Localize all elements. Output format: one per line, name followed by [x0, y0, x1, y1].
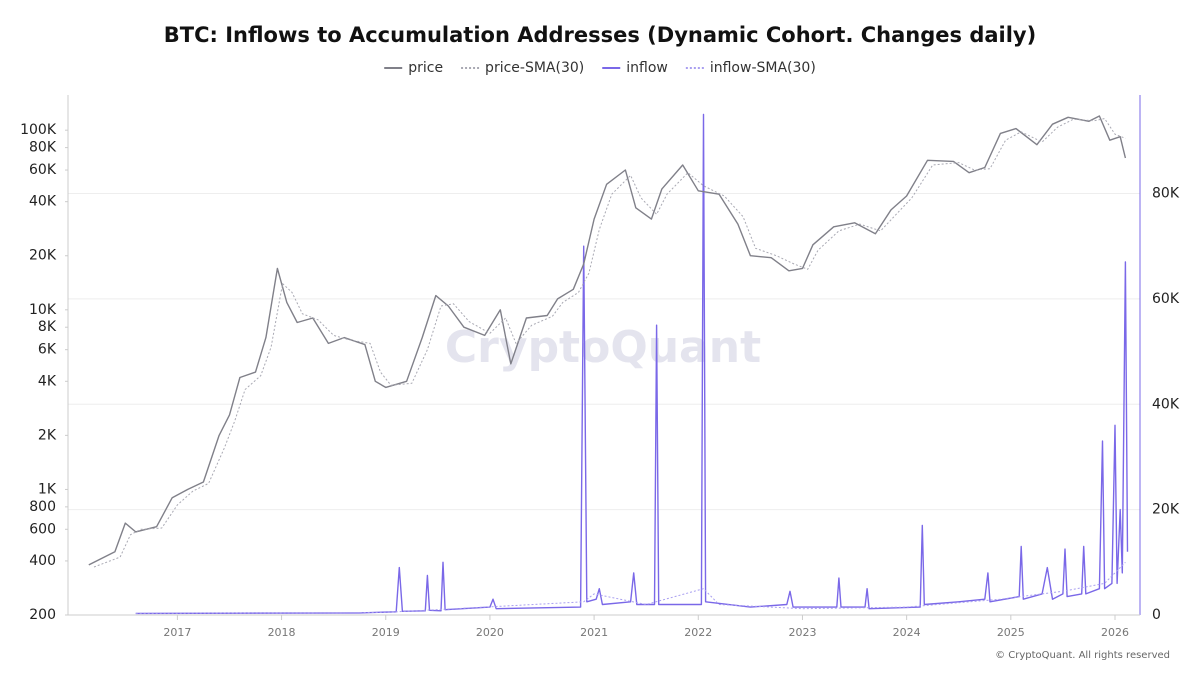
y-tick-label: 6K: [38, 342, 57, 358]
legend-item: price-SMA(30): [461, 60, 584, 76]
y-tick-label: 2K: [38, 427, 57, 443]
y-tick-label: 20K: [29, 248, 57, 264]
y-tick-label: 10K: [29, 302, 57, 318]
x-tick-label: 2026: [1101, 626, 1129, 639]
legend-label: price-SMA(30): [485, 60, 584, 76]
chart-title: BTC: Inflows to Accumulation Addresses (…: [164, 23, 1036, 47]
y-tick-label: 800: [29, 499, 56, 515]
x-tick-label: 2019: [372, 626, 400, 639]
footer: © CryptoQuant. All rights reserved: [995, 650, 1170, 661]
y2-tick-label: 40K: [1152, 396, 1180, 412]
y-tick-label: 8K: [38, 319, 57, 335]
legend-label: inflow-SMA(30): [710, 60, 816, 76]
legend-item: inflow: [602, 60, 668, 76]
series-line: [93, 118, 1126, 568]
watermark: CryptoQuant: [445, 322, 761, 373]
x-tick-label: 2020: [476, 626, 504, 639]
y-tick-label: 4K: [38, 373, 57, 389]
y-tick-label: 60K: [29, 162, 57, 178]
y2-tick-label: 80K: [1152, 186, 1180, 202]
series-line: [135, 113, 1129, 615]
y-tick-label: 40K: [29, 194, 57, 210]
y-tick-label: 400: [29, 553, 56, 569]
legend-item: price: [384, 60, 443, 76]
series-line: [135, 561, 1126, 614]
x-tick-label: 2025: [997, 626, 1025, 639]
legend-label: inflow: [626, 60, 668, 76]
x-tick-label: 2021: [580, 626, 608, 639]
y2-tick-label: 20K: [1152, 502, 1180, 518]
legend: price price-SMA(30) inflow inflow-SMA(30): [384, 60, 816, 76]
y-tick-label: 100K: [20, 122, 57, 138]
y2-tick-label: 0: [1152, 607, 1161, 623]
y-tick-label: 600: [29, 521, 56, 537]
y2-tick-label: 60K: [1152, 291, 1180, 307]
x-tick-label: 2024: [893, 626, 921, 639]
x-tick-label: 2017: [163, 626, 191, 639]
x-tick-label: 2023: [788, 626, 816, 639]
series-line: [88, 115, 1127, 566]
y-tick-label: 80K: [29, 140, 57, 156]
y-tick-label: 200: [29, 607, 56, 623]
legend-label: price: [408, 60, 443, 76]
y-tick-label: 1K: [38, 481, 57, 497]
x-tick-label: 2022: [684, 626, 712, 639]
legend-item: inflow-SMA(30): [685, 60, 816, 76]
x-tick-label: 2018: [268, 626, 296, 639]
